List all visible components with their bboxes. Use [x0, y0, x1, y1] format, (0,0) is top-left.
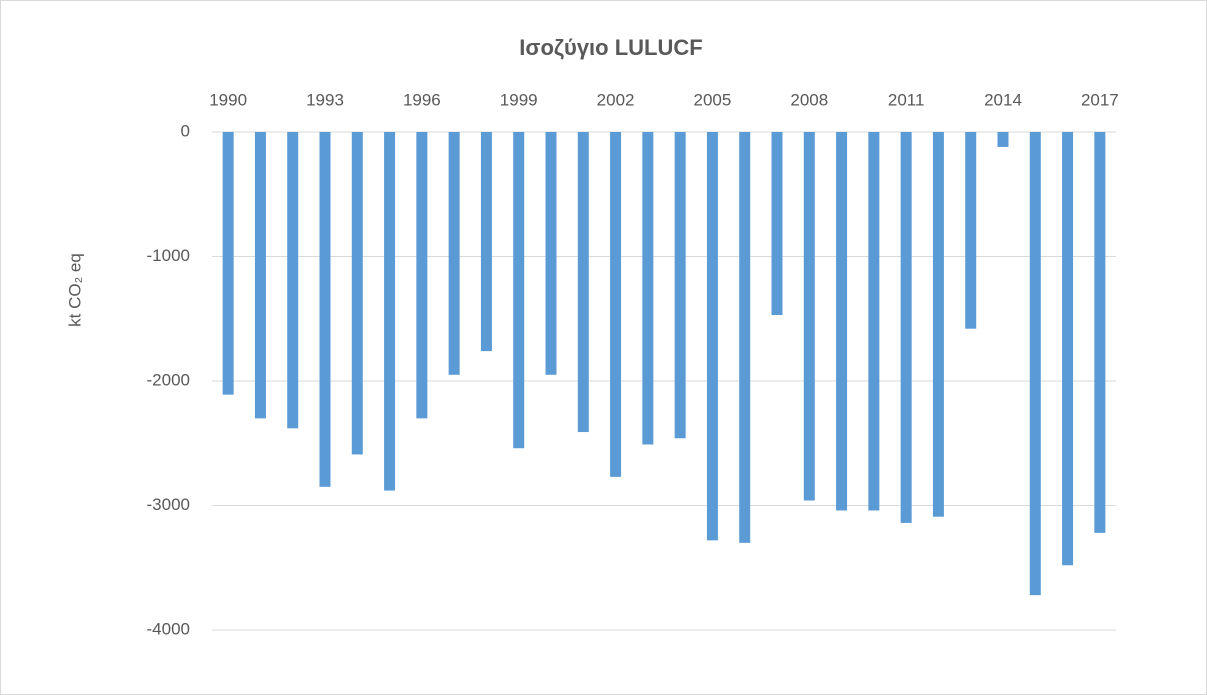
chart-title: Ισοζύγιο LULUCF [519, 35, 702, 60]
x-tick-label: 2002 [597, 90, 635, 109]
bar [868, 132, 880, 511]
bar [448, 132, 460, 375]
x-tick-label: 2011 [888, 90, 925, 109]
bar [706, 132, 718, 541]
bar [1094, 132, 1106, 533]
x-tick-label: 1999 [500, 90, 538, 109]
bar [513, 132, 525, 449]
bar [900, 132, 912, 523]
y-tick-label: -3000 [147, 495, 190, 514]
bar [351, 132, 363, 455]
y-axis-label: kt CO₂ eq [65, 253, 84, 327]
bar [739, 132, 751, 543]
bar [384, 132, 396, 491]
bar [836, 132, 848, 511]
x-tick-label: 2014 [984, 90, 1022, 109]
bar [287, 132, 299, 429]
bar [545, 132, 557, 375]
bar [674, 132, 686, 439]
x-tick-label: 1996 [403, 90, 441, 109]
bar [803, 132, 815, 501]
x-tick-label: 1990 [209, 90, 247, 109]
bar [416, 132, 428, 419]
bar [1029, 132, 1041, 596]
x-tick-label: 2008 [790, 90, 828, 109]
x-tick-label: 1993 [306, 90, 344, 109]
bar [771, 132, 783, 316]
bar [577, 132, 589, 433]
bar [1062, 132, 1074, 566]
x-tick-label: 2017 [1081, 90, 1119, 109]
bar [319, 132, 331, 487]
bar [610, 132, 622, 477]
x-tick-label: 2005 [694, 90, 732, 109]
bar [222, 132, 234, 395]
bar [997, 132, 1009, 147]
bar [932, 132, 944, 517]
bar [480, 132, 492, 352]
y-tick-label: 0 [181, 121, 190, 140]
y-tick-label: -2000 [147, 370, 190, 389]
bar [254, 132, 266, 419]
bar [965, 132, 977, 329]
bar [642, 132, 654, 445]
y-tick-label: -4000 [147, 619, 190, 638]
y-tick-label: -1000 [147, 246, 190, 265]
